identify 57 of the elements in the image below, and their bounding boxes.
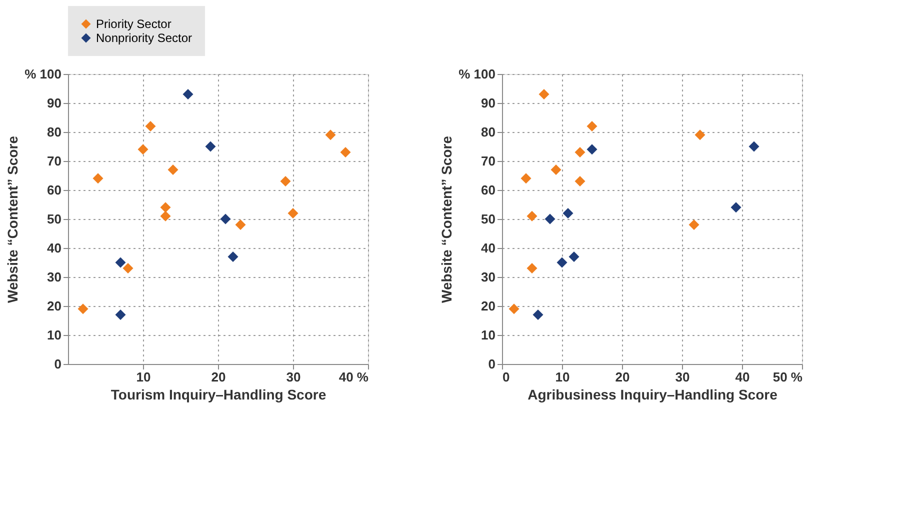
point [532, 309, 544, 320]
x-tick-label: 20 [615, 370, 630, 384]
point [568, 251, 580, 262]
point [550, 164, 562, 175]
point [688, 220, 700, 230]
y-tick-label: 30 [481, 270, 496, 284]
x-tick-label: 30 [286, 370, 301, 384]
legend-label: Priority Sector [96, 17, 172, 31]
y-tick-label: 0 [54, 356, 62, 372]
point [562, 208, 574, 218]
y-tick-label: % 100 [24, 66, 62, 82]
point [544, 214, 556, 224]
point [538, 89, 550, 100]
y-tick-label: 10 [47, 328, 62, 342]
y-tick-label: 40 [481, 240, 496, 256]
point [526, 210, 538, 222]
y-tick-label: 80 [47, 124, 62, 140]
x-axis-title: Tourism Inquiry–Handling Score [110, 386, 326, 402]
y-tick-label: 40 [47, 240, 62, 256]
point [520, 173, 532, 184]
y-tick-label: % 100 [458, 66, 496, 82]
x-tick-label: 30 [675, 370, 690, 384]
y-tick-label: 60 [47, 182, 62, 198]
legend-label: Nonpriority Sector [96, 31, 192, 45]
point [748, 141, 760, 152]
x-tick-label: 40 % [338, 370, 369, 384]
x-tick-label: 0 [502, 370, 510, 384]
y-tick-label: 20 [481, 298, 496, 314]
y-tick-label: 50 [481, 212, 496, 226]
point [526, 263, 538, 274]
x-tick-label: 40 [735, 370, 750, 384]
y-tick-label: 10 [481, 328, 496, 342]
x-tick-label: 20 [211, 370, 226, 384]
y-tick-label: 60 [481, 182, 496, 198]
x-tick-label: 50 % [772, 370, 803, 384]
y-axis-title: Website “Content” Score [4, 136, 21, 303]
point [586, 144, 598, 155]
y-tick-label: 70 [47, 154, 62, 168]
x-axis-title: Agribusiness Inquiry–Handling Score [528, 386, 778, 402]
y-tick-label: 20 [47, 298, 62, 314]
y-tick-label: 70 [481, 154, 496, 168]
y-tick-label: 90 [481, 96, 496, 110]
x-tick-label: 10 [136, 370, 151, 384]
point [574, 147, 586, 158]
point [574, 176, 586, 187]
y-tick-label: 50 [47, 212, 62, 226]
point [556, 257, 568, 268]
point [730, 202, 742, 213]
y-tick-label: 90 [47, 96, 62, 110]
y-tick-label: 80 [481, 124, 496, 140]
y-tick-label: 30 [47, 270, 62, 284]
point [694, 130, 706, 140]
point [586, 120, 598, 132]
y-axis-title: Website “Content” Score [438, 136, 455, 303]
point [508, 304, 520, 314]
y-tick-label: 0 [488, 356, 496, 372]
x-tick-label: 10 [555, 370, 570, 384]
